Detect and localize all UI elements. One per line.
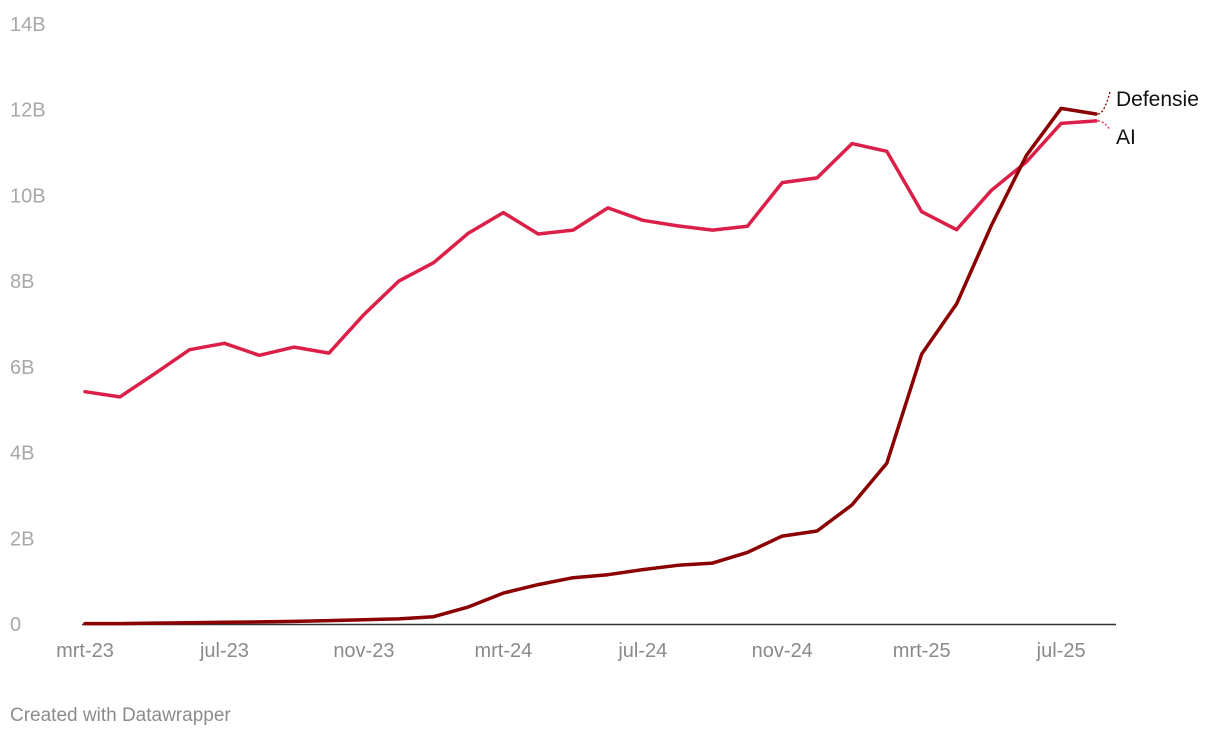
y-axis-ticks: 0 2B 4B 6B 8B 10B 12B 14B — [10, 14, 46, 636]
label-leader-defensie — [1097, 91, 1111, 115]
y-tick-label: 4B — [10, 443, 34, 465]
x-tick-label: jul-25 — [1036, 640, 1086, 662]
y-tick-label: 0 — [10, 614, 21, 636]
x-axis-ticks: mrt-23 jul-23 nov-23 mrt-24 jul-24 nov-24 mrt-… — [56, 640, 1085, 662]
series-line-defensie — [83, 106, 1098, 626]
y-tick-label: 12B — [10, 100, 46, 122]
x-tick-label: nov-24 — [752, 640, 813, 662]
series-line-ai — [83, 119, 1098, 399]
x-tick-label: mrt-23 — [56, 640, 114, 662]
credit-text: Created with Datawrapper — [10, 705, 231, 726]
y-tick-label: 14B — [10, 14, 46, 36]
x-tick-label: mrt-25 — [893, 640, 951, 662]
series-labels: Defensie AI — [1097, 88, 1199, 149]
x-tick-label: jul-23 — [199, 640, 249, 662]
x-tick-label: mrt-24 — [474, 640, 532, 662]
y-tick-label: 10B — [10, 185, 46, 207]
x-tick-label: jul-24 — [617, 640, 667, 662]
series-label-ai: AI — [1116, 126, 1136, 149]
label-leader-ai — [1097, 120, 1111, 131]
series-label-defensie: Defensie — [1116, 88, 1199, 111]
y-tick-label: 6B — [10, 357, 34, 379]
series-lines — [83, 106, 1098, 626]
x-tick-label: nov-23 — [333, 640, 394, 662]
y-tick-label: 2B — [10, 528, 34, 550]
y-tick-label: 8B — [10, 271, 34, 293]
